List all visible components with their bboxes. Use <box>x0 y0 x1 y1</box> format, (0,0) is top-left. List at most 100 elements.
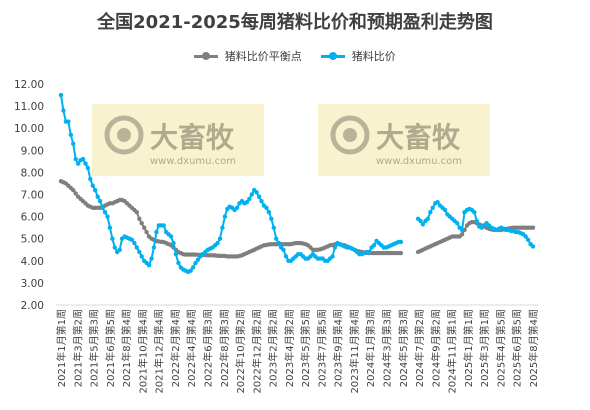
data-point <box>281 247 286 252</box>
data-point <box>244 200 250 205</box>
legend-label-balance: 猪料比价平衡点 <box>224 50 302 63</box>
legend-label-ratio: 猪料比价 <box>351 50 396 63</box>
y-tick-label: 5.00 <box>21 234 44 246</box>
data-point <box>442 207 448 213</box>
x-tick-label: 2022年6月第3周 <box>201 309 214 387</box>
x-tick-label: 2021年1月第1周 <box>55 309 68 387</box>
data-point <box>83 161 88 166</box>
data-point <box>90 183 96 188</box>
legend-swatch-ratio <box>321 51 346 61</box>
data-point <box>435 200 440 205</box>
data-point <box>259 198 264 204</box>
data-point <box>530 244 536 249</box>
data-point <box>85 165 91 171</box>
x-tick-label: 2022年8月第3周 <box>218 309 231 387</box>
data-point <box>525 237 531 242</box>
x-tick-label: 2021年8月第4周 <box>120 309 133 387</box>
data-point <box>151 245 157 250</box>
data-point <box>195 257 201 262</box>
data-point <box>420 222 426 227</box>
data-point <box>142 225 147 230</box>
data-point <box>274 236 279 241</box>
y-tick-label: 8.00 <box>21 167 44 179</box>
x-tick-label: 2025年4月第5周 <box>494 309 507 387</box>
legend-item-ratio[interactable]: 猪料比价 <box>321 48 396 64</box>
chart-title: 全国2021-2025每周猪料比价和预期盈利走势图 <box>97 12 493 33</box>
x-tick-label: 2024年3月第3周 <box>381 309 394 387</box>
x-tick-label: 2023年9月第4周 <box>332 309 345 387</box>
x-tick-label: 2024年9月第2周 <box>429 309 442 387</box>
y-tick-label: 11.00 <box>14 101 44 113</box>
data-point <box>161 223 166 228</box>
series-layer <box>58 92 536 275</box>
data-point <box>154 229 159 235</box>
data-point <box>61 108 66 113</box>
legend-item-balance[interactable]: 猪料比价平衡点 <box>194 48 302 64</box>
data-point <box>217 236 223 241</box>
x-tick-label: 2024年7月第2周 <box>413 309 426 387</box>
data-point <box>134 210 139 215</box>
watermark-right: 大畜牧 www.dxumu.com <box>318 104 490 176</box>
data-point <box>418 218 423 224</box>
data-point <box>472 210 477 215</box>
data-point <box>459 232 465 237</box>
data-point <box>144 229 149 235</box>
data-point <box>332 245 338 250</box>
data-point <box>371 243 377 248</box>
data-point <box>88 176 93 182</box>
x-tick-label: 2022年2月第4周 <box>169 309 182 387</box>
data-point <box>234 205 240 210</box>
x-tick-label: 2023年11月第4周 <box>348 309 361 394</box>
data-point <box>283 254 289 259</box>
data-point <box>139 221 144 226</box>
legend: 猪料比价平衡点 猪料比价 <box>0 48 590 64</box>
watermark-brand: 大畜牧 <box>376 121 461 154</box>
data-point <box>398 239 404 245</box>
y-tick-label: 7.00 <box>21 190 44 202</box>
data-point <box>269 216 274 221</box>
x-tick-label: 2024年1月第3周 <box>364 309 377 387</box>
y-axis: 2.00 3.00 4.00 5.00 6.00 7.00 8.00 9.00 10.00 11.… <box>14 79 44 312</box>
data-point <box>173 252 179 257</box>
data-point <box>93 187 98 193</box>
data-point <box>523 234 528 239</box>
watermark-url: www.dxumu.com <box>150 156 236 167</box>
y-tick-label: 3.00 <box>21 278 44 290</box>
data-point <box>95 194 100 199</box>
y-tick-label: 6.00 <box>21 212 44 224</box>
series-1 <box>58 92 536 275</box>
watermarks: 大畜牧 www.dxumu.com 大畜牧 www.dxumu.com <box>92 104 490 176</box>
data-point <box>430 205 435 210</box>
data-point <box>112 245 118 250</box>
series-line-0 <box>60 180 533 258</box>
x-tick-label: 2025年6月第5周 <box>511 309 524 387</box>
data-point <box>68 132 74 137</box>
data-point <box>459 227 465 233</box>
data-point <box>58 92 64 98</box>
x-tick-label: 2021年5月第3周 <box>88 309 101 387</box>
x-tick-label: 2023年5月第5周 <box>299 309 312 387</box>
y-tick-label: 9.00 <box>21 145 44 157</box>
series-0 <box>58 179 536 259</box>
data-point <box>188 268 193 273</box>
data-point <box>139 254 144 259</box>
data-point <box>102 210 108 215</box>
x-tick-label: 2022年12月第2周 <box>250 309 263 394</box>
data-point <box>137 216 142 221</box>
data-point <box>276 240 281 246</box>
watermark-brand: 大畜牧 <box>150 121 235 154</box>
data-point <box>129 237 135 242</box>
data-point <box>256 194 262 199</box>
x-tick-label: 2021年3月第2周 <box>71 309 84 387</box>
x-tick-label: 2021年12月第4周 <box>153 309 166 394</box>
data-point <box>71 141 76 146</box>
data-point <box>73 156 78 162</box>
x-tick-label: 2022年4月第4周 <box>185 309 198 387</box>
data-point <box>117 247 122 252</box>
data-point <box>271 225 276 230</box>
data-point <box>398 250 404 256</box>
data-point <box>215 240 220 246</box>
data-point <box>254 190 259 195</box>
data-point <box>134 245 139 250</box>
